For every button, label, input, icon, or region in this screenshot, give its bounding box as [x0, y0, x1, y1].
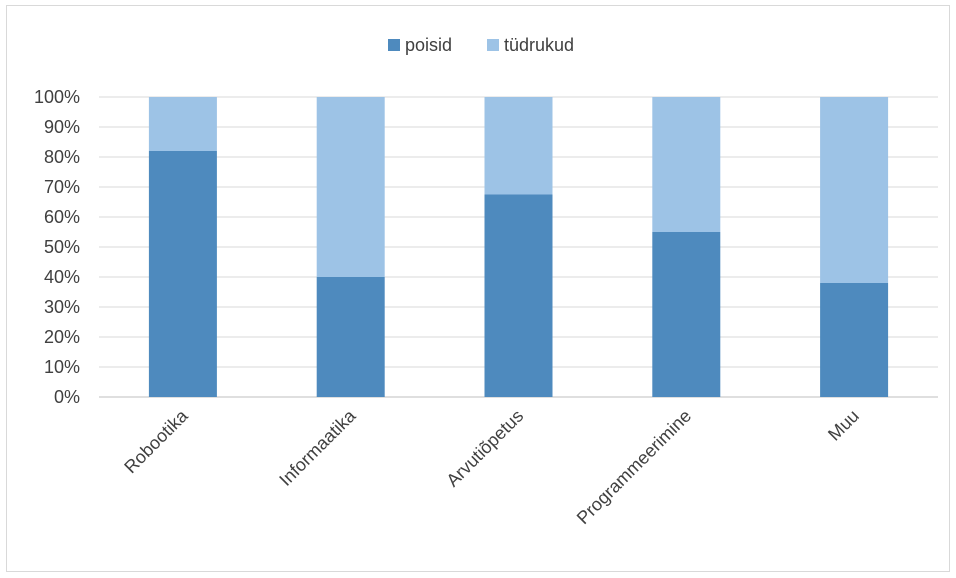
y-tick-label: 100%: [34, 87, 80, 107]
y-tick-label: 50%: [44, 237, 80, 257]
legend-swatch: [388, 39, 400, 51]
y-tick-label: 70%: [44, 177, 80, 197]
bar-poisid: [484, 194, 553, 397]
x-tick-label: Robootika: [120, 405, 192, 477]
y-tick-label: 40%: [44, 267, 80, 287]
y-tick-label: 90%: [44, 117, 80, 137]
bar-poisid: [652, 232, 721, 397]
legend: poisid tüdrukud: [388, 35, 574, 55]
bar-poisid: [820, 283, 889, 397]
bar-tüdrukud: [652, 97, 721, 232]
y-tick-label: 0%: [54, 387, 80, 407]
bar-tüdrukud: [316, 97, 385, 277]
bar-tüdrukud: [148, 97, 217, 151]
bar-tüdrukud: [484, 97, 553, 195]
legend-swatch: [487, 39, 499, 51]
legend-label: poisid: [405, 35, 452, 55]
bar-poisid: [148, 151, 217, 397]
bars: [148, 97, 889, 397]
y-axis-tick-labels: 0% 10% 20% 30% 40% 50% 60% 70% 80% 90% 100%: [34, 87, 80, 407]
x-tick-label: Muu: [824, 406, 863, 445]
y-tick-label: 80%: [44, 147, 80, 167]
y-tick-label: 10%: [44, 357, 80, 377]
y-tick-label: 60%: [44, 207, 80, 227]
bar-tüdrukud: [820, 97, 889, 283]
y-tick-label: 30%: [44, 297, 80, 317]
bar-poisid: [316, 277, 385, 397]
x-tick-label: Arvutiõpetus: [442, 406, 527, 491]
y-tick-label: 20%: [44, 327, 80, 347]
x-axis-tick-labels: Robootika Informaatika Arvutiõpetus Program…: [120, 405, 863, 528]
x-tick-label: Informaatika: [275, 405, 360, 490]
x-tick-label: Programmeerimine: [573, 406, 695, 528]
legend-label: tüdrukud: [504, 35, 574, 55]
